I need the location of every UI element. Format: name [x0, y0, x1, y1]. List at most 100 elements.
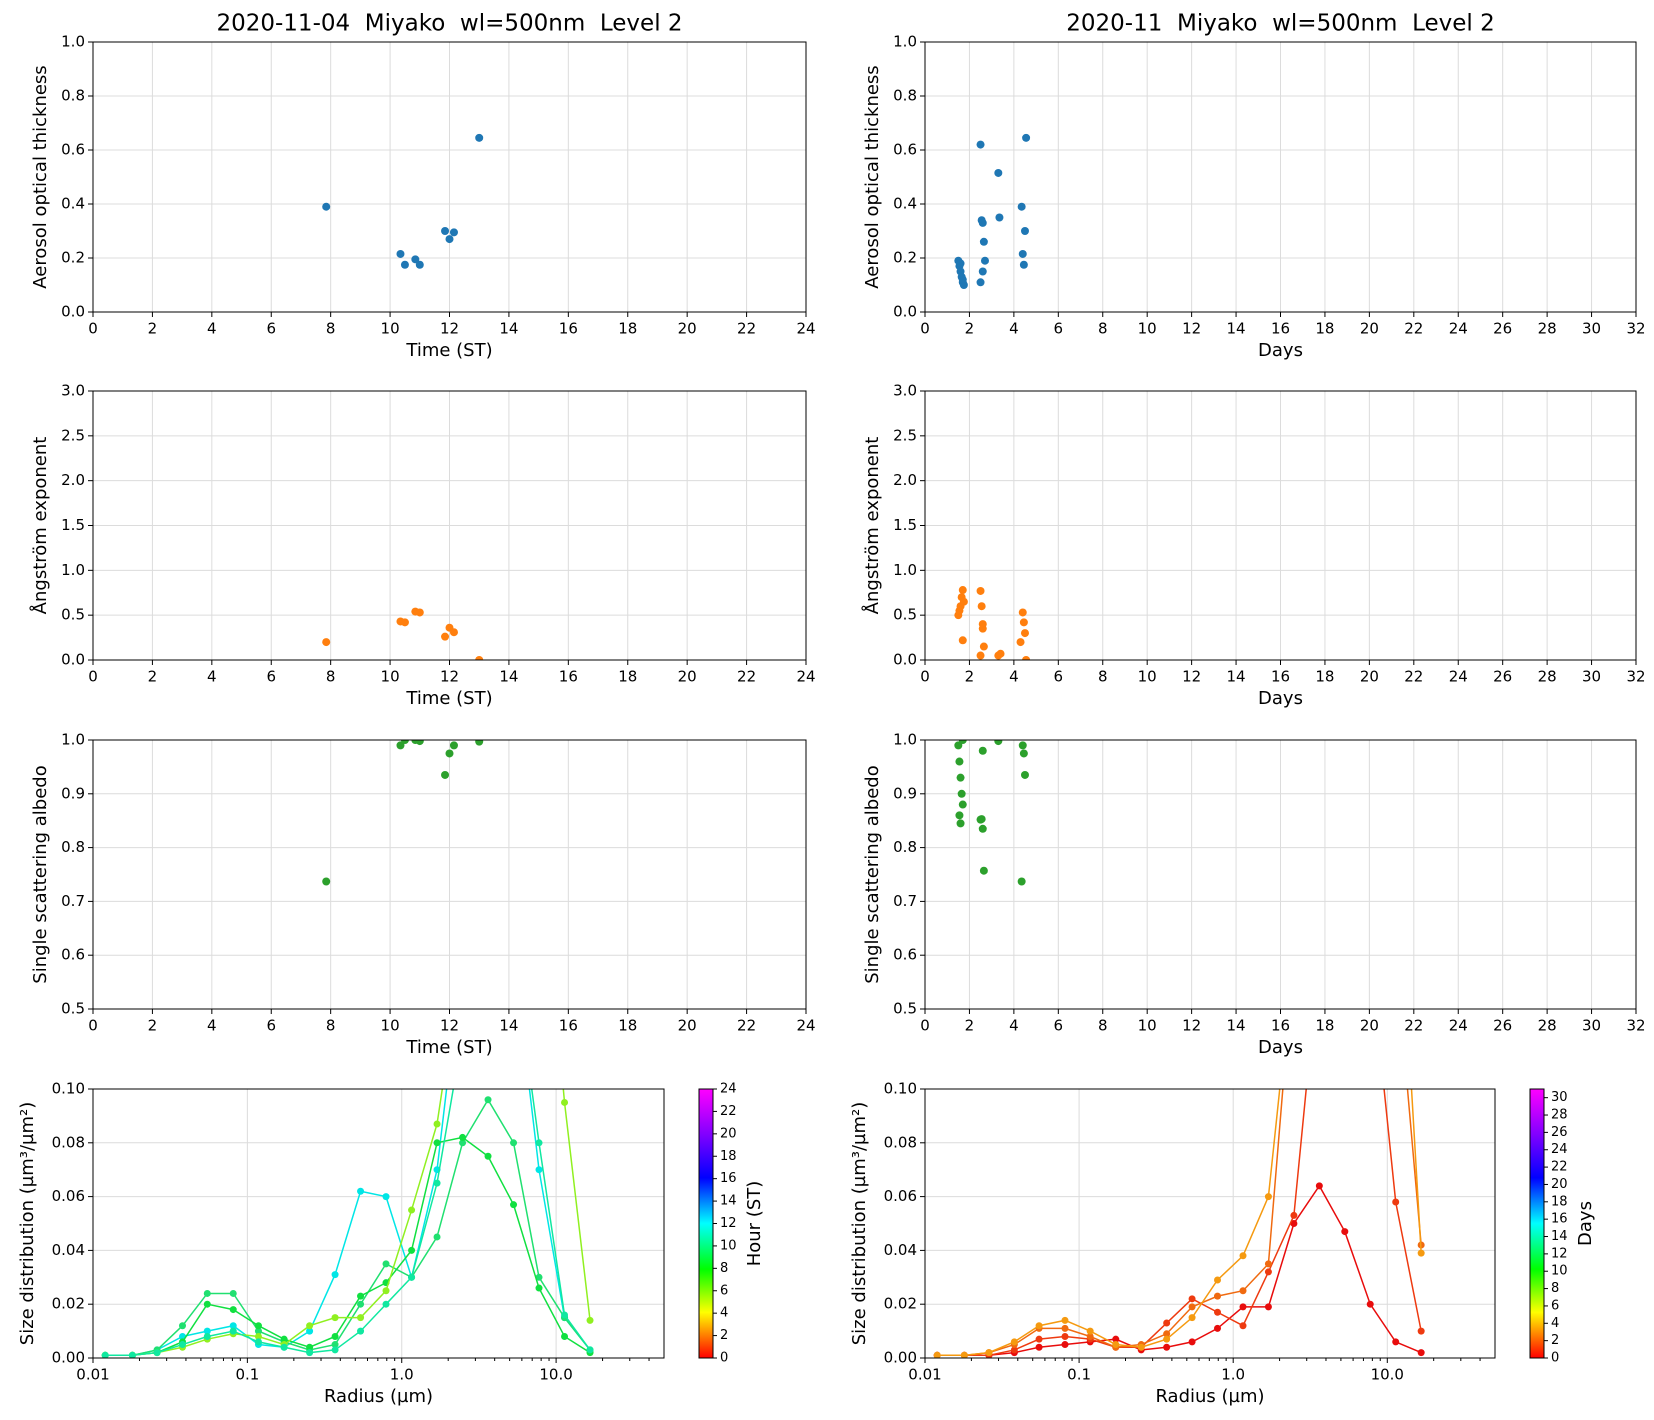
point: [1020, 227, 1029, 235]
x-tick-label: 8: [326, 1017, 336, 1035]
point: [441, 227, 450, 235]
x-tick-label: 6: [266, 668, 276, 686]
plot-area: [954, 586, 1031, 660]
x-tick-label: 22: [737, 668, 756, 686]
x-tick-label: 32: [1626, 668, 1645, 686]
series-line: [937, 1089, 1422, 1357]
y-tick-label: 0.04: [884, 1241, 917, 1259]
x-tick-label: 18: [618, 320, 637, 338]
x-tick-label: 10: [381, 1017, 400, 1035]
colorbar-tick-label: 30: [1551, 1090, 1568, 1105]
x-tick-label: 20: [678, 668, 697, 686]
y-tick-label: 1.0: [893, 731, 917, 749]
point: [955, 757, 964, 766]
x-tick-label: 2: [965, 320, 975, 338]
x-tick-label: 10: [381, 320, 400, 338]
x-tick-label: 12: [1182, 320, 1201, 338]
point: [1290, 951, 1297, 958]
point: [510, 1139, 518, 1147]
axes-frame: [92, 1088, 665, 1359]
point: [1163, 1330, 1171, 1338]
point: [441, 632, 450, 641]
point: [1239, 1287, 1247, 1295]
x-tick-label: 18: [1315, 1017, 1334, 1035]
point: [153, 1349, 161, 1357]
point: [322, 638, 331, 647]
x-tick-label: 0.1: [235, 1366, 259, 1384]
point: [1061, 1332, 1069, 1340]
colorbar-tick-label: 24: [1551, 1142, 1568, 1157]
series-line: [105, 1089, 591, 1357]
colorbar-tick-label: 4: [720, 1306, 728, 1321]
point: [1086, 1332, 1094, 1340]
x-tick-label: 1.0: [1221, 1366, 1245, 1384]
point: [1239, 1322, 1247, 1330]
x-tick-label: 0: [920, 320, 930, 338]
y-tick-label: 0.7: [893, 892, 917, 910]
point: [433, 1139, 441, 1147]
y-tick-label: 0.04: [52, 1241, 85, 1259]
x-tick-label: 6: [266, 320, 276, 338]
point: [396, 249, 405, 258]
x-tick-label: 10.0: [1371, 1366, 1404, 1384]
x-tick-label: 18: [1315, 668, 1334, 686]
colorbar-tick-label: 28: [1551, 1108, 1568, 1123]
x-tick-label: 8: [326, 320, 336, 338]
colorbar-label: Days: [1575, 1201, 1596, 1246]
y-axis-label: Aerosol optical thickness: [862, 65, 883, 288]
x-tick-label: 16: [559, 1017, 578, 1035]
point: [1417, 1249, 1425, 1257]
x-tick-label: 10: [1138, 668, 1157, 686]
panel: 0 2 4 6 8 10 12 14 16 18 20 22 24 26 28 30 320.50.60.70.…: [862, 731, 1646, 1059]
x-axis-label: Days: [1258, 340, 1303, 361]
point: [976, 140, 985, 149]
point: [229, 1322, 237, 1330]
point: [1061, 1316, 1069, 1324]
panel: 0 2 4 6 8 10 12 14 16 18 20 22 240.00.20.40.60.81.02…: [30, 11, 816, 362]
point: [1214, 1276, 1222, 1284]
point: [382, 1287, 390, 1295]
point: [561, 1332, 569, 1340]
point: [408, 1206, 416, 1214]
plot-area: [322, 133, 484, 269]
point: [1316, 817, 1323, 824]
point: [978, 218, 987, 227]
y-tick-label: 0.4: [61, 195, 85, 213]
y-tick-label: 1.0: [61, 33, 85, 51]
point: [1020, 629, 1029, 638]
x-tick-label: 0.01: [76, 1366, 109, 1384]
point: [1239, 1303, 1247, 1311]
x-tick-label: 10.0: [539, 1366, 572, 1384]
x-tick-label: 12: [1182, 668, 1201, 686]
point: [254, 1332, 262, 1340]
x-tick-label: 1.0: [390, 1366, 414, 1384]
x-tick-label: 14: [1227, 1017, 1246, 1035]
point: [433, 1233, 441, 1241]
x-tick-label: 22: [1404, 668, 1423, 686]
y-axis-label: Size distribution (µm³/µm²): [849, 1102, 870, 1345]
y-tick-label: 2.5: [61, 426, 85, 444]
y-tick-label: 0.0: [893, 651, 917, 669]
point: [357, 1327, 365, 1335]
point: [1061, 1341, 1069, 1349]
point: [958, 740, 967, 744]
point: [1264, 1303, 1272, 1311]
x-axis-label: Time (ST): [405, 340, 492, 361]
x-axis-label: Radius (µm): [324, 1386, 433, 1407]
plot-area: [933, 817, 1425, 1358]
point: [994, 168, 1003, 177]
point: [1010, 1346, 1018, 1354]
y-axis-label: Ångström exponent: [29, 437, 51, 615]
y-tick-label: 3.0: [61, 382, 85, 400]
y-tick-label: 0.06: [52, 1187, 85, 1205]
y-tick-label: 0.0: [893, 303, 917, 321]
point: [484, 1096, 492, 1104]
point: [459, 1133, 467, 1141]
point: [229, 1306, 237, 1314]
point: [1022, 133, 1031, 142]
plot-area: [954, 740, 1029, 886]
colorbar-tick-label: 18: [1551, 1194, 1568, 1209]
colorbar-tick-label: 10: [720, 1238, 737, 1253]
y-tick-label: 0.00: [52, 1349, 85, 1367]
point: [955, 811, 964, 820]
